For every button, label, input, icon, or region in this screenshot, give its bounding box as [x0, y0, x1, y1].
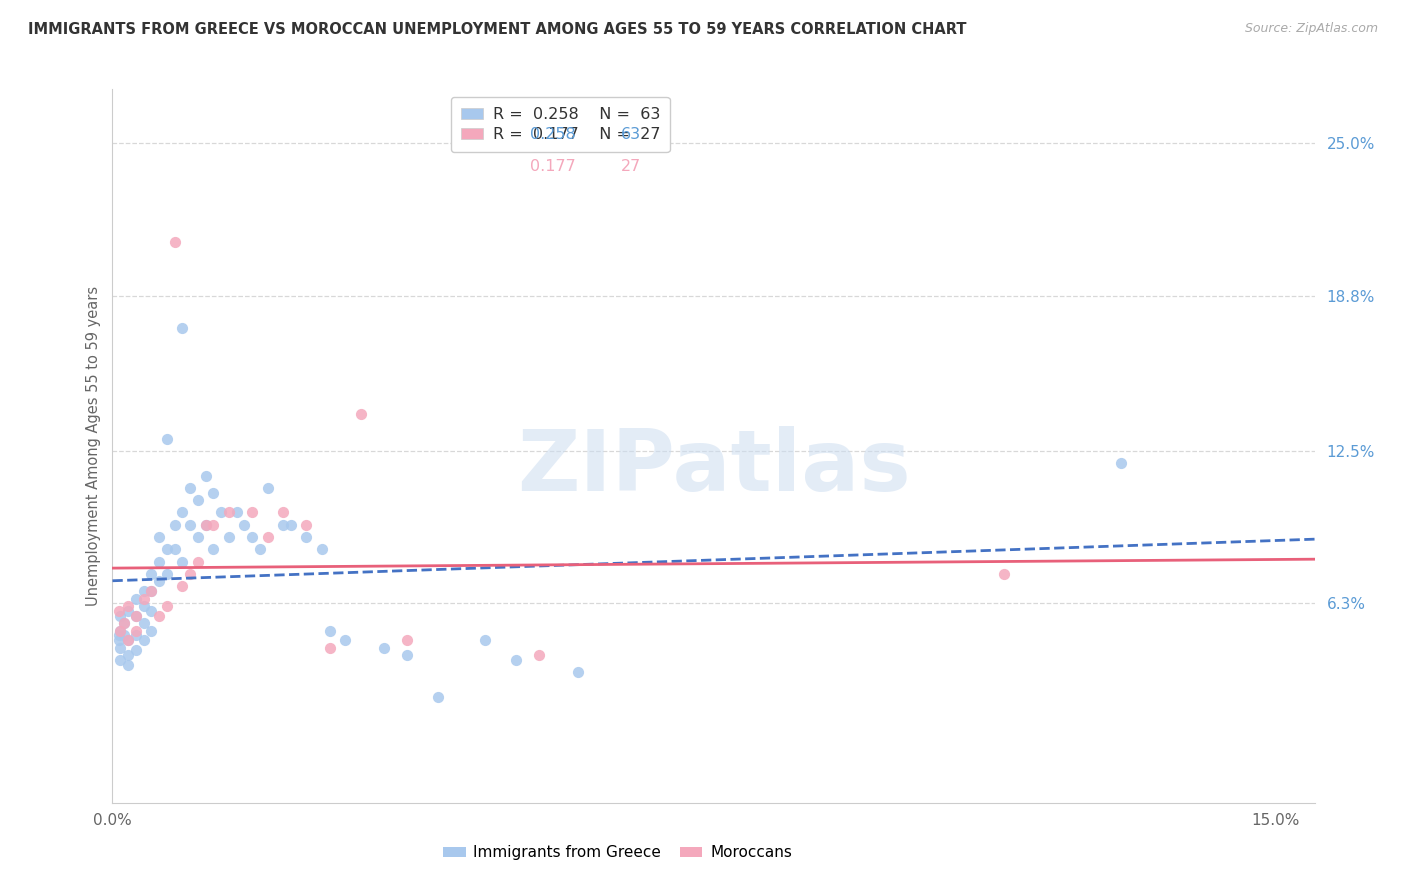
Point [179, 566, 201, 581]
Point [156, 599, 179, 613]
Point [249, 542, 271, 557]
Point [256, 481, 278, 495]
Point [172, 579, 194, 593]
Text: 0.258: 0.258 [530, 128, 575, 142]
Point [110, 653, 132, 667]
Point [373, 640, 395, 655]
Point [172, 505, 194, 519]
Point [187, 555, 209, 569]
Point [125, 608, 148, 623]
Text: ZIPatlas: ZIPatlas [516, 425, 911, 509]
Point [117, 604, 139, 618]
Point [117, 658, 139, 673]
Point [156, 432, 179, 446]
Text: Source: ZipAtlas.com: Source: ZipAtlas.com [1244, 22, 1378, 36]
Point [187, 530, 209, 544]
Point [256, 530, 278, 544]
Point [194, 468, 217, 483]
Point [112, 628, 135, 642]
Point [112, 616, 135, 631]
Point [311, 542, 333, 557]
Point [240, 530, 263, 544]
Point [218, 530, 240, 544]
Point [110, 640, 132, 655]
Point [117, 648, 139, 662]
Point [107, 604, 129, 618]
Text: 63: 63 [621, 128, 641, 142]
Point [148, 574, 170, 589]
Point [240, 505, 263, 519]
Point [125, 643, 148, 657]
Point [225, 505, 247, 519]
Point [187, 493, 209, 508]
Point [117, 633, 139, 648]
Point [396, 648, 419, 662]
Point [125, 628, 148, 642]
Legend: Immigrants from Greece, Moroccans: Immigrants from Greece, Moroccans [437, 839, 799, 866]
Point [141, 624, 163, 638]
Point [179, 481, 201, 495]
Point [163, 542, 186, 557]
Point [505, 653, 527, 667]
Point [194, 517, 217, 532]
Point [527, 648, 550, 662]
Point [271, 505, 294, 519]
Point [474, 633, 496, 648]
Point [141, 584, 163, 599]
Point [318, 640, 340, 655]
Point [125, 624, 148, 638]
Point [110, 624, 132, 638]
Point [172, 321, 194, 335]
Point [295, 517, 318, 532]
Point [163, 235, 186, 249]
Point [567, 665, 589, 680]
Point [202, 542, 225, 557]
Point [333, 633, 356, 648]
Point [148, 608, 170, 623]
Point [125, 608, 148, 623]
Point [350, 407, 373, 421]
Point [117, 599, 139, 613]
Point [132, 591, 155, 606]
Point [132, 584, 155, 599]
Point [295, 530, 318, 544]
Point [141, 584, 163, 599]
Point [427, 690, 450, 704]
Point [132, 616, 155, 631]
Text: 27: 27 [621, 160, 641, 174]
Point [132, 633, 155, 648]
Point [148, 530, 170, 544]
Point [132, 599, 155, 613]
Point [233, 517, 256, 532]
Point [1109, 456, 1132, 470]
Point [141, 604, 163, 618]
Text: IMMIGRANTS FROM GREECE VS MOROCCAN UNEMPLOYMENT AMONG AGES 55 TO 59 YEARS CORREL: IMMIGRANTS FROM GREECE VS MOROCCAN UNEMP… [28, 22, 966, 37]
Point [107, 628, 129, 642]
Text: 0.177: 0.177 [530, 160, 575, 174]
Point [280, 517, 302, 532]
Point [209, 505, 232, 519]
Point [318, 624, 340, 638]
Point [110, 624, 132, 638]
Point [156, 566, 179, 581]
Point [108, 633, 131, 648]
Point [112, 616, 135, 631]
Point [163, 517, 186, 532]
Point [271, 517, 294, 532]
Point [110, 608, 132, 623]
Point [218, 505, 240, 519]
Y-axis label: Unemployment Among Ages 55 to 59 years: Unemployment Among Ages 55 to 59 years [86, 286, 101, 606]
Point [148, 555, 170, 569]
Point [179, 517, 201, 532]
Point [141, 566, 163, 581]
Point [396, 633, 419, 648]
Point [993, 566, 1015, 581]
Point [202, 517, 225, 532]
Point [194, 517, 217, 532]
Point [202, 485, 225, 500]
Point [172, 555, 194, 569]
Point [125, 591, 148, 606]
Point [156, 542, 179, 557]
Point [117, 633, 139, 648]
